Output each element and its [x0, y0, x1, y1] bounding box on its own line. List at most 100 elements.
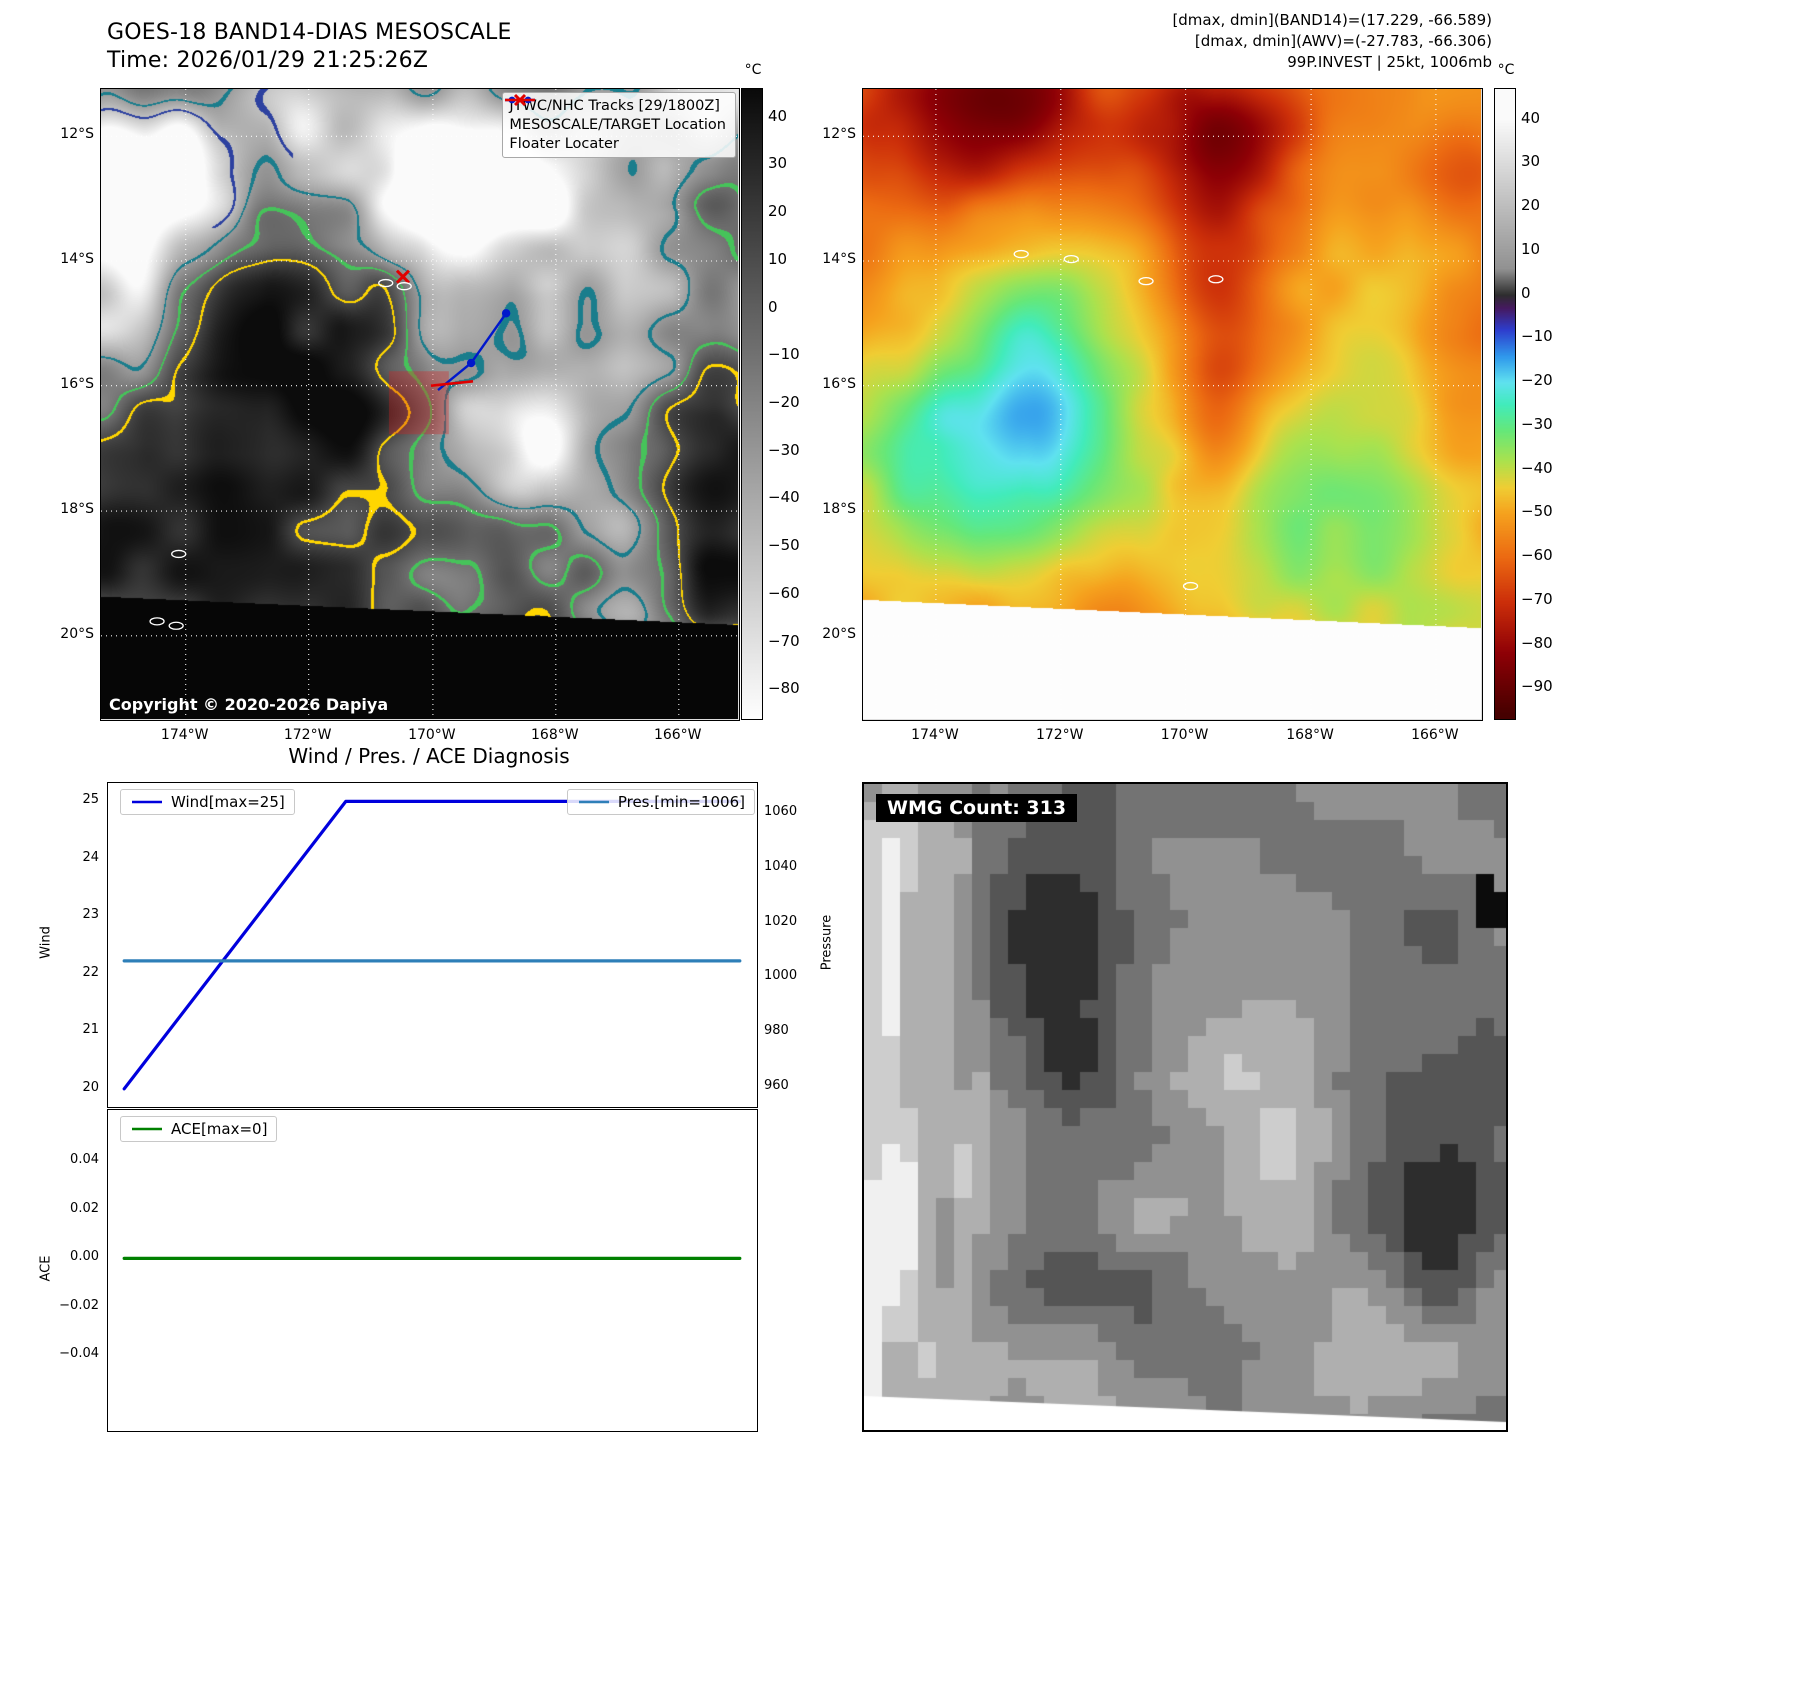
island-outline [396, 282, 412, 291]
awv-header-line3: 99P.INVEST | 25kt, 1006mb [1287, 53, 1492, 71]
awv-header-line2: [dmax, dmin](AWV)=(-27.783, -66.306) [1194, 32, 1492, 50]
band14-colorbar-tick: −40 [768, 488, 800, 507]
ace-plot-area [122, 1256, 742, 1260]
ace-axis-tick: 0.04 [70, 1152, 99, 1168]
awv-header-line1: [dmax, dmin](BAND14)=(17.229, -66.589) [1172, 11, 1492, 29]
island-outline [1138, 276, 1154, 286]
diagnosis-title: Wind / Pres. / ACE Diagnosis [288, 744, 570, 768]
ace-axis-tick: −0.04 [59, 1346, 99, 1362]
band14-colorbar-tick: −50 [768, 536, 800, 555]
band14-colorbar-tick: 40 [768, 106, 788, 125]
wind-pressure-chart: Wind[max=25] Pres.[min=1006] [107, 782, 758, 1108]
pressure-axis-tick: 960 [764, 1077, 789, 1093]
ace-legend: ACE[max=0] [120, 1116, 278, 1142]
wind-legend: Wind[max=25] [120, 789, 295, 815]
awv-lon-tick: 168°W [1286, 727, 1334, 743]
band14-colorbar-tick: 0 [768, 297, 778, 316]
legend-track-label: JTWC/NHC Tracks [29/1800Z] [509, 98, 720, 114]
awv-colorbar-tick: 0 [1521, 283, 1531, 302]
pressure-axis-tick: 980 [764, 1023, 789, 1039]
pressure-axis-tick: 1040 [764, 858, 798, 874]
awv-colorbar-tick: −30 [1521, 414, 1553, 433]
island-outline [149, 617, 165, 626]
band14-colorbar [741, 88, 763, 720]
awv-lat-tick: 20°S [822, 625, 856, 642]
legend-target-label: MESOSCALE/TARGET Location [509, 117, 726, 133]
pressure-line-icon [578, 800, 609, 804]
awv-lat-tick: 14°S [822, 250, 856, 267]
band14-colorbar-tick: 30 [768, 154, 788, 173]
awv-lon-tick: 166°W [1411, 727, 1459, 743]
band14-lat-tick: 16°S [60, 375, 94, 392]
awv-map-panel [862, 88, 1483, 721]
pressure-legend: Pres.[min=1006] [566, 789, 755, 815]
awv-colorbar-tick: −90 [1521, 677, 1553, 696]
track-point-marker [501, 309, 511, 318]
band14-colorbar-tick: 10 [768, 249, 788, 268]
pressure-axis-tick: 1000 [764, 968, 798, 984]
awv-colorbar-tick: −50 [1521, 502, 1553, 521]
wind-line-icon [132, 800, 162, 804]
wind-axis-tick: 25 [82, 792, 99, 808]
awv-colorbar-tick: −70 [1521, 589, 1553, 608]
series-Wind[max=25] [122, 799, 742, 1091]
band14-lat-tick: 12°S [60, 126, 94, 143]
awv-colorbar-tick: −10 [1521, 327, 1553, 346]
ace-line-icon [132, 1127, 162, 1131]
island-outline [168, 621, 184, 630]
awv-colorbar-tick: 20 [1521, 196, 1541, 215]
track-point-marker [466, 358, 476, 368]
band14-colorbar-unit: °C [744, 62, 762, 78]
band14-colorbar-tick: 20 [768, 202, 788, 221]
awv-lat-tick: 12°S [822, 126, 856, 143]
island-outline [1063, 254, 1079, 264]
awv-lat-tick: 16°S [822, 375, 856, 392]
target-x-marker [395, 269, 410, 284]
wmg-count-image [864, 784, 1506, 1430]
floater-line-icon [505, 98, 536, 102]
wmg-count-badge: WMG Count: 313 [876, 794, 1078, 822]
awv-colorbar-tick: 40 [1521, 108, 1541, 127]
awv-colorbar-tick: 10 [1521, 239, 1541, 258]
band14-lat-tick: 14°S [60, 250, 94, 267]
legend-row-track: JTWC/NHC Tracks [29/1800Z] [505, 96, 726, 114]
awv-colorbar-tick: −20 [1521, 371, 1553, 390]
awv-colorbar-tick: −40 [1521, 458, 1553, 477]
awv-colorbar [1494, 88, 1516, 720]
band14-colorbar-tick: −10 [768, 345, 800, 364]
island-outline [1182, 581, 1199, 591]
wind-pressure-plot-area [122, 799, 742, 1091]
ace-legend-label: ACE[max=0] [171, 1120, 268, 1138]
band14-colorbar-tick: −70 [768, 631, 800, 650]
band14-lon-tick: 166°W [653, 727, 702, 743]
legend-row-target: MESOSCALE/TARGET Location [509, 93, 726, 133]
awv-map-overlay [863, 89, 1481, 719]
awv-colorbar-tick: −60 [1521, 546, 1553, 565]
ace-axis-label: ACE [38, 1255, 54, 1282]
awv-colorbar-tick: −80 [1521, 633, 1553, 652]
island-outline [1208, 275, 1224, 284]
awv-lon-tick: 170°W [1160, 727, 1209, 743]
legend-floater-label: Floater Locater [509, 136, 619, 152]
band14-lat-tick: 18°S [60, 501, 94, 518]
wind-axis-tick: 21 [82, 1022, 99, 1038]
ace-axis-tick: 0.00 [70, 1249, 99, 1265]
awv-lon-tick: 174°W [911, 727, 959, 743]
awv-colorbar-tick: 30 [1521, 152, 1541, 171]
band14-colorbar-tick: −60 [768, 583, 800, 602]
copyright-text: Copyright © 2020-2026 Dapiya [109, 695, 389, 714]
awv-header: [dmax, dmin](BAND14)=(17.229, -66.589) [… [1000, 10, 1492, 73]
ace-axis-tick: −0.02 [59, 1297, 99, 1313]
band14-lon-tick: 170°W [408, 727, 456, 743]
map-legend: JTWC/NHC Tracks [29/1800Z] MESOSCALE/TAR… [502, 92, 736, 158]
wind-axis-tick: 22 [82, 964, 99, 980]
band14-colorbar-tick: −80 [768, 679, 800, 698]
awv-satellite-image [863, 89, 1481, 719]
band14-lon-tick: 174°W [160, 727, 209, 743]
mesoscale-target-box [388, 371, 449, 435]
wind-axis-tick: 20 [82, 1079, 99, 1095]
pressure-legend-label: Pres.[min=1006] [617, 793, 745, 811]
floater-line [430, 380, 474, 388]
wmg-panel: WMG Count: 313 [862, 782, 1508, 1432]
